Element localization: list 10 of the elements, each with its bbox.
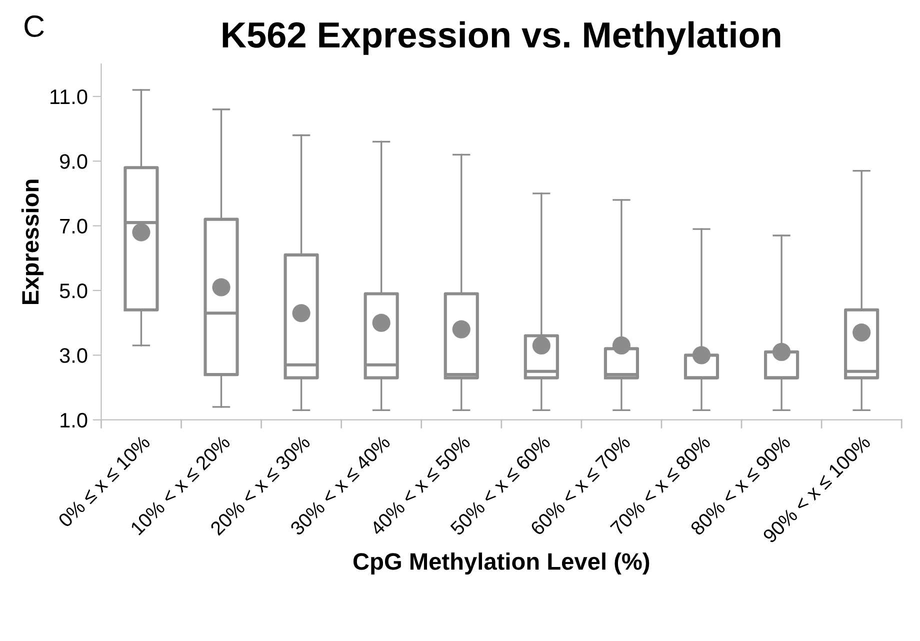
- y-axis-title: Expression: [21, 180, 44, 304]
- y-tick-label: 1.0: [60, 412, 88, 428]
- y-tick-label: 9.0: [60, 154, 88, 169]
- x-axis-title: CpG Methylation Level (%): [353, 552, 650, 575]
- y-tick-label: 7.0: [60, 218, 88, 234]
- y-tick-label: 11.0: [50, 89, 88, 104]
- y-tick-label: 5.0: [60, 283, 88, 298]
- text: C: [24, 15, 44, 38]
- y-tick-label: 3.0: [60, 348, 88, 363]
- chart-title: K562 Expression vs. Methylation: [222, 21, 780, 55]
